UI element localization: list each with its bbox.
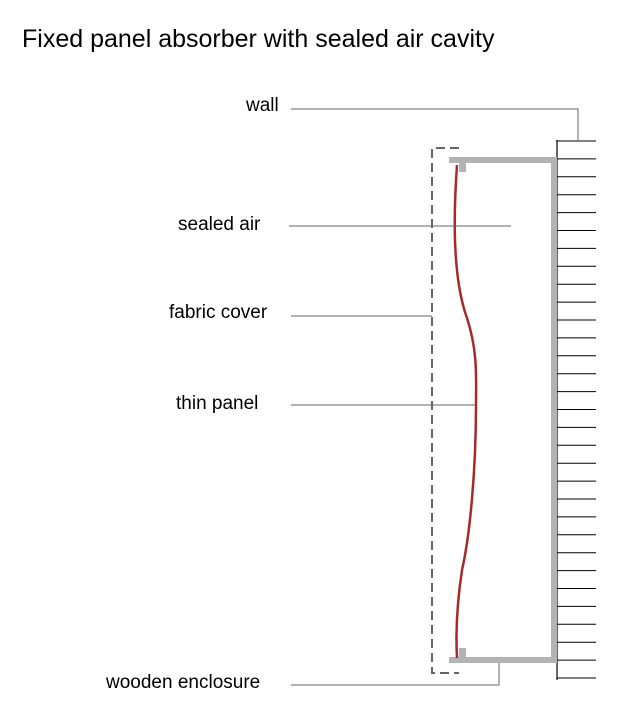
wall [556, 140, 596, 680]
label-fabric-cover: fabric cover [169, 302, 268, 323]
enclosure-top-rail [449, 157, 556, 163]
fabric-cover [431, 147, 459, 674]
leader-wooden-enclosure [291, 663, 500, 686]
label-sealed-air: sealed air [178, 214, 261, 235]
wooden-enclosure [449, 157, 557, 663]
enclosure-top-lip [459, 163, 466, 172]
enclosure-bottom-lip [459, 648, 466, 657]
diagram-title: Fixed panel absorber with sealed air cav… [22, 25, 495, 53]
wall-hatching [557, 140, 596, 679]
enclosure-bottom-rail [449, 657, 556, 663]
label-wooden-enclosure: wooden enclosure [106, 672, 261, 693]
leader-lines [289, 108, 579, 686]
enclosure-back-plate [551, 157, 557, 663]
label-wall: wall [246, 95, 279, 116]
leader-wall [291, 108, 579, 140]
label-thin-panel: thin panel [176, 393, 259, 414]
thin-panel [453, 164, 478, 659]
